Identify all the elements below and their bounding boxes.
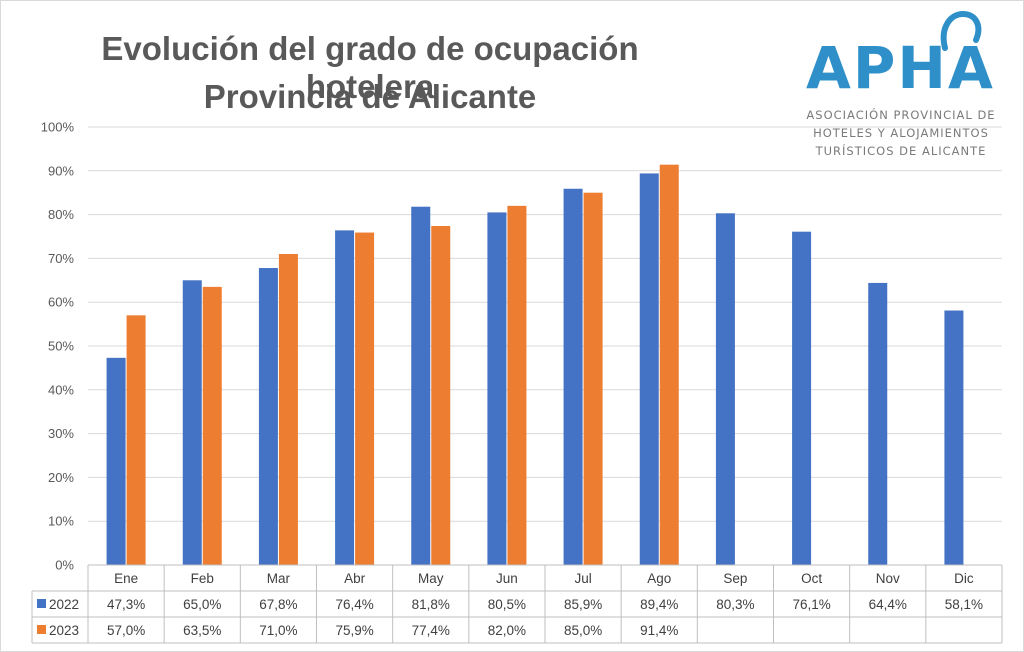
y-tick-label: 20% (48, 470, 74, 485)
data-label-2022: 89,4% (640, 597, 678, 612)
apha-logo: APHA (806, 10, 995, 102)
y-tick-label: 40% (48, 382, 74, 397)
bar-2023-Jun (507, 205, 527, 565)
y-tick-label: 100% (41, 120, 75, 135)
x-category-label: Sep (723, 571, 747, 586)
bar-2022-Abr (335, 230, 355, 566)
bar-2023-Jul (583, 192, 603, 565)
bar-2022-Oct (792, 231, 812, 565)
data-label-2023: 77,4% (412, 623, 450, 638)
bar-2023-Mar (278, 254, 298, 565)
data-label-2023: 75,9% (335, 623, 373, 638)
y-tick-label: 90% (48, 163, 74, 178)
legend-label-2023: 2023 (49, 623, 79, 638)
data-label-2022: 65,0% (183, 597, 221, 612)
data-label-2022: 76,4% (335, 597, 373, 612)
data-label-2023: 63,5% (183, 623, 221, 638)
data-label-2022: 80,3% (716, 597, 754, 612)
x-category-label: Oct (801, 571, 822, 586)
bar-2022-Dic (944, 310, 964, 565)
bar-2022-Jul (563, 188, 583, 565)
bar-2022-Feb (182, 280, 202, 565)
logo-subtitle-line1: ASOCIACIÓN PROVINCIAL DE (806, 108, 996, 122)
y-tick-label: 60% (48, 295, 74, 310)
bar-2023-Ago (659, 164, 679, 565)
bar-2023-Feb (202, 286, 222, 565)
logo-subtitle-line2: HOTELES Y ALOJAMIENTOS (813, 126, 989, 140)
bar-2023-Ene (126, 315, 146, 565)
x-category-label: Jun (496, 571, 518, 586)
data-label-2022: 58,1% (945, 597, 983, 612)
bar-2023-May (431, 225, 451, 565)
x-category-label: May (418, 571, 444, 586)
y-tick-label: 30% (48, 426, 74, 441)
legend-swatch-2022 (37, 599, 46, 608)
data-label-2023: 91,4% (640, 623, 678, 638)
y-tick-label: 0% (55, 558, 74, 573)
logo-swoosh-icon (940, 10, 982, 51)
x-category-label: Mar (267, 571, 291, 586)
data-label-2023: 85,0% (564, 623, 602, 638)
y-tick-label: 10% (48, 514, 74, 529)
data-label-2023: 57,0% (107, 623, 145, 638)
data-label-2022: 85,9% (564, 597, 602, 612)
bar-2022-Jun (487, 212, 507, 565)
y-tick-label: 70% (48, 251, 74, 266)
bar-2022-May (411, 206, 431, 565)
x-category-label: Abr (344, 571, 366, 586)
data-label-2022: 47,3% (107, 597, 145, 612)
bar-2022-Nov (868, 282, 888, 565)
data-label-2022: 81,8% (412, 597, 450, 612)
y-tick-label: 50% (48, 339, 74, 354)
y-tick-label: 80% (48, 207, 74, 222)
data-label-2022: 64,4% (869, 597, 907, 612)
bar-2023-Abr (355, 232, 375, 566)
x-category-label: Dic (954, 571, 974, 586)
x-category-label: Nov (876, 571, 900, 586)
logo-subtitle-line3: TURÍSTICOS DE ALICANTE (815, 144, 987, 158)
x-category-label: Jul (574, 571, 591, 586)
logo-wordmark: APHA (806, 34, 995, 102)
x-category-label: Feb (191, 571, 214, 586)
data-label-2023: 71,0% (259, 623, 297, 638)
chart-title-line2: Provincia de Alicante (203, 78, 537, 115)
x-category-label: Ene (114, 571, 138, 586)
legend-label-2022: 2022 (49, 597, 79, 612)
bar-2022-Ene (106, 357, 126, 565)
data-label-2023: 82,0% (488, 623, 526, 638)
data-label-2022: 67,8% (259, 597, 297, 612)
data-label-2022: 76,1% (792, 597, 830, 612)
data-label-2022: 80,5% (488, 597, 526, 612)
bar-2022-Sep (715, 213, 735, 565)
bar-2022-Ago (639, 173, 659, 566)
bar-2022-Mar (258, 268, 278, 565)
chart-title-line1: Evolución del grado de ocupación hoteler… (101, 30, 639, 105)
legend-swatch-2023 (37, 625, 46, 634)
x-category-label: Ago (647, 571, 671, 586)
